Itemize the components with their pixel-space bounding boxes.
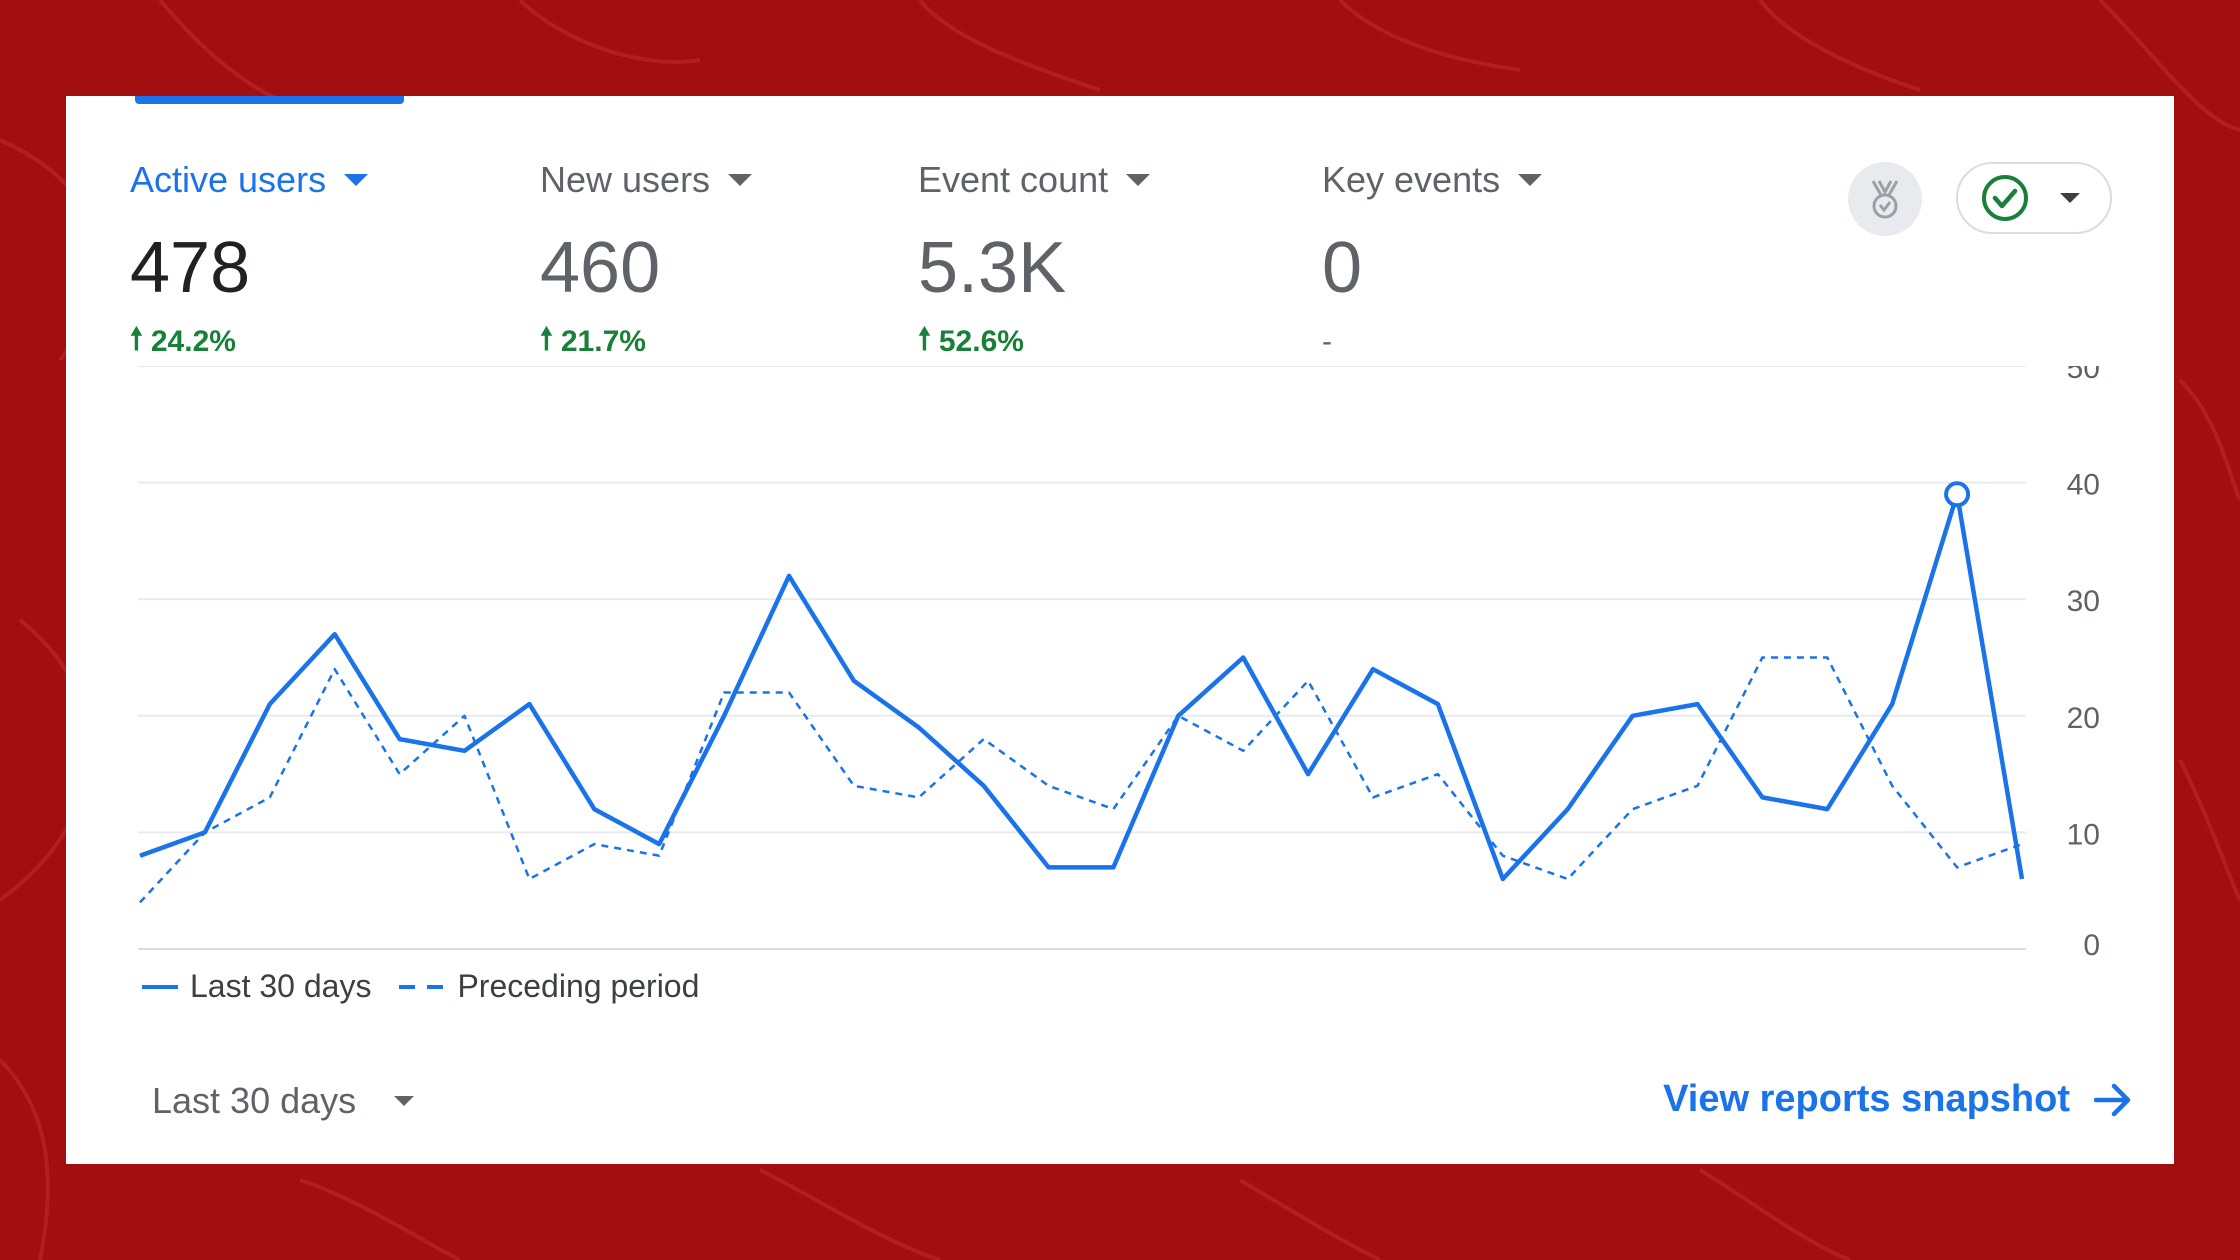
metric-value: 460 bbox=[540, 228, 661, 308]
metric-value: 0 bbox=[1322, 228, 1363, 308]
metric-change-value: 21.7% bbox=[560, 325, 646, 358]
legend-dashed-swatch bbox=[399, 984, 444, 989]
data-status-dropdown[interactable] bbox=[1956, 162, 2112, 234]
chevron-down-icon bbox=[394, 1096, 415, 1106]
metric-label: Key events bbox=[1322, 159, 1501, 200]
metric-change: 🠕 52.6% bbox=[918, 323, 1150, 360]
metric-label: New users bbox=[540, 159, 711, 200]
metric-change-value: - bbox=[1322, 325, 1332, 358]
chart-legend: Last 30 days Preceding period bbox=[142, 968, 699, 1005]
analytics-card: Active users 478 🠕 24.2% New users 460 🠕… bbox=[66, 96, 2174, 1164]
data-point bbox=[852, 784, 856, 788]
chevron-down-icon bbox=[344, 174, 369, 186]
y-tick-label: 20 bbox=[2067, 702, 2100, 735]
date-range-label: Last 30 days bbox=[152, 1080, 357, 1121]
date-range-dropdown[interactable]: Last 30 days bbox=[152, 1080, 415, 1122]
y-tick-label: 10 bbox=[2067, 818, 2100, 851]
metric-key-events-dropdown[interactable]: Key events bbox=[1322, 158, 1543, 202]
chevron-down-icon bbox=[2060, 193, 2080, 203]
data-point bbox=[2020, 842, 2024, 846]
data-point bbox=[917, 795, 921, 799]
data-point bbox=[1306, 679, 1310, 683]
metric-active-users-dropdown[interactable]: Active users bbox=[130, 158, 369, 202]
y-tick-label: 40 bbox=[2067, 469, 2100, 502]
legend-solid-swatch bbox=[142, 984, 178, 989]
insights-badge-button[interactable] bbox=[1848, 162, 1922, 236]
metric-key-events[interactable]: Key events 0 - bbox=[1322, 158, 1543, 360]
metric-label: Event count bbox=[918, 159, 1109, 200]
metric-new-users-dropdown[interactable]: New users bbox=[540, 158, 753, 202]
legend-current: Last 30 days bbox=[190, 968, 372, 1004]
legend-previous: Preceding period bbox=[457, 968, 700, 1004]
metric-change: - bbox=[1322, 324, 1542, 360]
arrow-right-icon bbox=[2094, 1083, 2131, 1116]
metric-change-value: 52.6% bbox=[938, 325, 1024, 358]
metric-value: 5.3K bbox=[918, 228, 1067, 308]
metric-active-users[interactable]: Active users 478 🠕 24.2% bbox=[130, 158, 369, 360]
y-tick-label: 50 bbox=[2067, 366, 2100, 385]
metric-new-users[interactable]: New users 460 🠕 21.7% bbox=[540, 158, 753, 360]
data-point bbox=[1047, 784, 1051, 788]
chevron-down-icon bbox=[728, 174, 753, 186]
chevron-down-icon bbox=[1518, 174, 1543, 186]
y-tick-label: 30 bbox=[2067, 585, 2100, 618]
arrow-up-icon: 🠕 bbox=[130, 322, 143, 356]
view-reports-snapshot-link[interactable]: View reports snapshot bbox=[1663, 1078, 2134, 1121]
highlight-point bbox=[1944, 481, 1971, 508]
metric-change: 🠕 21.7% bbox=[540, 323, 752, 360]
metric-value: 478 bbox=[130, 228, 251, 308]
series-line-preceding-period bbox=[139, 656, 2023, 904]
check-circle-icon bbox=[1982, 175, 2028, 221]
metric-event-count-dropdown[interactable]: Event count bbox=[918, 158, 1151, 202]
chevron-down-icon bbox=[1126, 174, 1151, 186]
data-point bbox=[527, 877, 531, 881]
line-chart: 0102030405006Apr13202704May bbox=[138, 366, 2100, 962]
metric-change: 🠕 24.2% bbox=[130, 323, 368, 360]
series-line-last-30-days bbox=[139, 492, 2025, 882]
arrow-up-icon: 🠕 bbox=[918, 322, 931, 356]
metric-label: Active users bbox=[130, 159, 327, 200]
arrow-up-icon: 🠕 bbox=[540, 322, 553, 356]
medal-icon bbox=[1871, 180, 1899, 219]
view-reports-label: View reports snapshot bbox=[1663, 1078, 2070, 1120]
active-tab-indicator bbox=[135, 96, 404, 104]
metric-event-count[interactable]: Event count 5.3K 🠕 52.6% bbox=[918, 158, 1151, 360]
metric-change-value: 24.2% bbox=[150, 325, 236, 358]
y-tick-label: 0 bbox=[2083, 929, 2100, 962]
